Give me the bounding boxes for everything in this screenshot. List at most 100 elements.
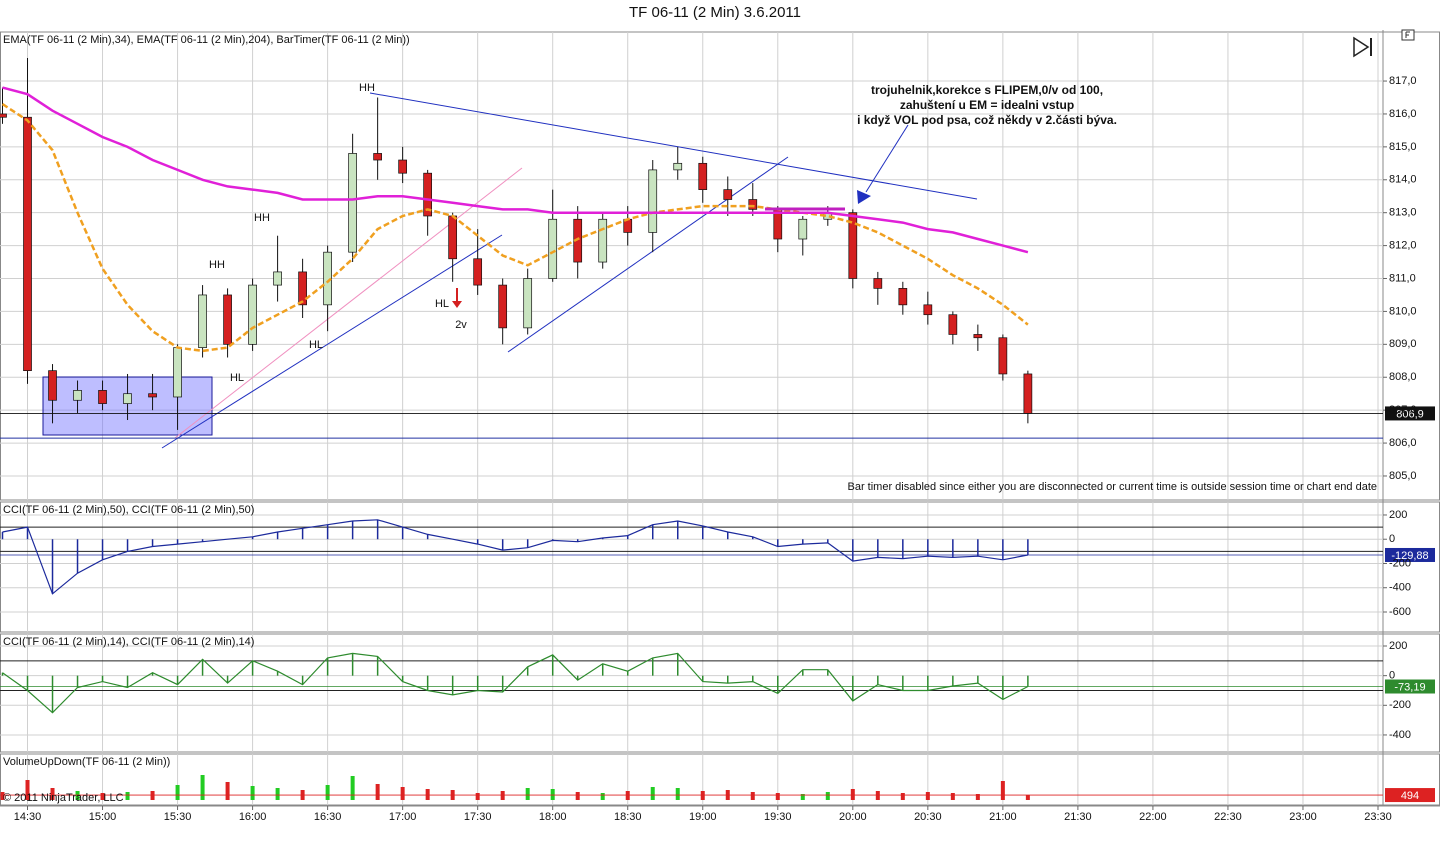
last-value-label: -129,88 xyxy=(1391,550,1428,562)
x-tick-label: 14:30 xyxy=(14,811,42,823)
y-tick-label: -200 xyxy=(1389,557,1411,569)
volume-bar xyxy=(200,775,205,800)
trend-line xyxy=(507,156,789,353)
x-tick-label: 19:30 xyxy=(764,811,792,823)
candle-body xyxy=(73,390,82,401)
panel-label: CCI(TF 06-11 (2 Min),14), CCI(TF 06-11 (… xyxy=(3,636,254,648)
y-tick-label: 817,0 xyxy=(1389,75,1417,87)
volume-bar xyxy=(600,793,605,800)
x-tick-label: 22:00 xyxy=(1139,811,1167,823)
volume-bar xyxy=(650,787,655,800)
candle-body xyxy=(748,199,758,210)
candle-body xyxy=(798,218,808,240)
candle-body xyxy=(923,304,933,316)
volume-bar xyxy=(750,792,755,800)
volume-bar xyxy=(525,788,530,800)
candle-body xyxy=(498,284,508,329)
volume-bar xyxy=(125,792,130,800)
volume-bar xyxy=(675,788,680,800)
status-note: Bar timer disabled since either you are … xyxy=(848,481,1378,493)
plot: 806,9 HH HH HH HL HL HL 2v trojuhelnik,korekce s… xyxy=(0,58,1435,804)
panel-label: EMA(TF 06-11 (2 Min),34), EMA(TF 06-11 (… xyxy=(3,34,410,46)
annotation: i když VOL pod psa, což někdy v 2.části … xyxy=(857,113,1117,127)
x-tick-label: 21:30 xyxy=(1064,811,1092,823)
volume-bar xyxy=(500,791,505,800)
toolbar-icon[interactable] xyxy=(1353,36,1372,58)
panel-label: VolumeUpDown(TF 06-11 (2 Min)) xyxy=(3,756,170,768)
annotation: HL xyxy=(309,339,323,351)
candle-body xyxy=(998,337,1008,375)
arrow-head xyxy=(857,190,871,204)
x-tick-label: 22:30 xyxy=(1214,811,1242,823)
x-tick-label: 17:30 xyxy=(464,811,492,823)
candle-body xyxy=(223,294,232,345)
volume-bar xyxy=(150,791,155,800)
candle-body xyxy=(523,278,533,329)
y-tick-label: -600 xyxy=(1389,606,1411,618)
candle-body xyxy=(448,215,458,260)
y-tick-label: 810,0 xyxy=(1389,305,1417,317)
down-arrow-head xyxy=(452,301,462,308)
y-tick-label: 816,0 xyxy=(1389,108,1417,120)
volume-bar xyxy=(225,782,230,800)
volume-bar xyxy=(700,791,705,800)
volume-bar xyxy=(250,786,255,800)
candle-body xyxy=(598,218,608,263)
candle-body xyxy=(298,271,307,306)
candle-body xyxy=(0,113,7,118)
indicator-line xyxy=(2,652,1029,714)
volume-bar xyxy=(375,784,380,800)
volume-bar xyxy=(1025,795,1030,800)
y-tick-label: 812,0 xyxy=(1389,240,1417,252)
y-tick-label: 807,0 xyxy=(1389,404,1417,416)
last-value-label: -73,19 xyxy=(1394,681,1425,693)
chart-title: TF 06-11 (2 Min) 3.6.2011 xyxy=(629,4,801,21)
volume-bar xyxy=(800,794,805,800)
y-tick-label: 811,0 xyxy=(1389,272,1416,284)
candle-body xyxy=(648,169,658,233)
y-tick-label: 815,0 xyxy=(1389,141,1417,153)
y-tick-label: 814,0 xyxy=(1389,174,1417,186)
volume-bar xyxy=(825,792,830,800)
volume-bar xyxy=(175,785,180,800)
copyright: © 2011 NinjaTrader, LLC xyxy=(3,792,124,804)
candle-body xyxy=(898,288,908,306)
panel-label: CCI(TF 06-11 (2 Min),50), CCI(TF 06-11 (… xyxy=(3,504,254,516)
candle-body xyxy=(848,212,858,279)
candle-body xyxy=(423,172,433,217)
volume-bar xyxy=(0,792,5,800)
volume-bar xyxy=(550,789,555,800)
x-tick-label: 19:00 xyxy=(689,811,717,823)
play-icon[interactable] xyxy=(1353,36,1370,58)
y-tick-label: 809,0 xyxy=(1389,338,1417,350)
x-tick-label: 23:00 xyxy=(1289,811,1317,823)
candle-body xyxy=(23,116,32,372)
candle-body xyxy=(973,334,983,339)
x-tick-label: 20:30 xyxy=(914,811,942,823)
candle-body xyxy=(98,390,107,404)
indicator-line xyxy=(2,519,1029,595)
x-tick-label: 23:30 xyxy=(1364,811,1392,823)
volume-bar xyxy=(975,794,980,800)
annotation: trojuhelnik,korekce s FLIPEM,0/v od 100, xyxy=(871,83,1103,97)
candle-body xyxy=(398,159,407,174)
y-tick-label: 200 xyxy=(1389,509,1407,521)
candle-body xyxy=(173,347,182,398)
annotation: HH xyxy=(359,82,375,94)
volume-bar xyxy=(850,789,855,800)
volume-bar xyxy=(625,791,630,800)
volume-bar xyxy=(400,787,405,800)
last-value-marker xyxy=(1385,547,1435,562)
candle-body xyxy=(348,153,357,253)
y-tick-label: 0 xyxy=(1389,670,1395,682)
x-tick-label: 18:00 xyxy=(539,811,567,823)
x-tick-label: 15:30 xyxy=(164,811,192,823)
arrow xyxy=(865,124,909,193)
candle-body xyxy=(373,153,382,161)
volume-bar xyxy=(1000,781,1005,800)
candle-body xyxy=(698,162,708,190)
volume-bar xyxy=(350,776,355,800)
last-value-marker xyxy=(1385,406,1435,421)
y-tick-label: -200 xyxy=(1389,699,1411,711)
